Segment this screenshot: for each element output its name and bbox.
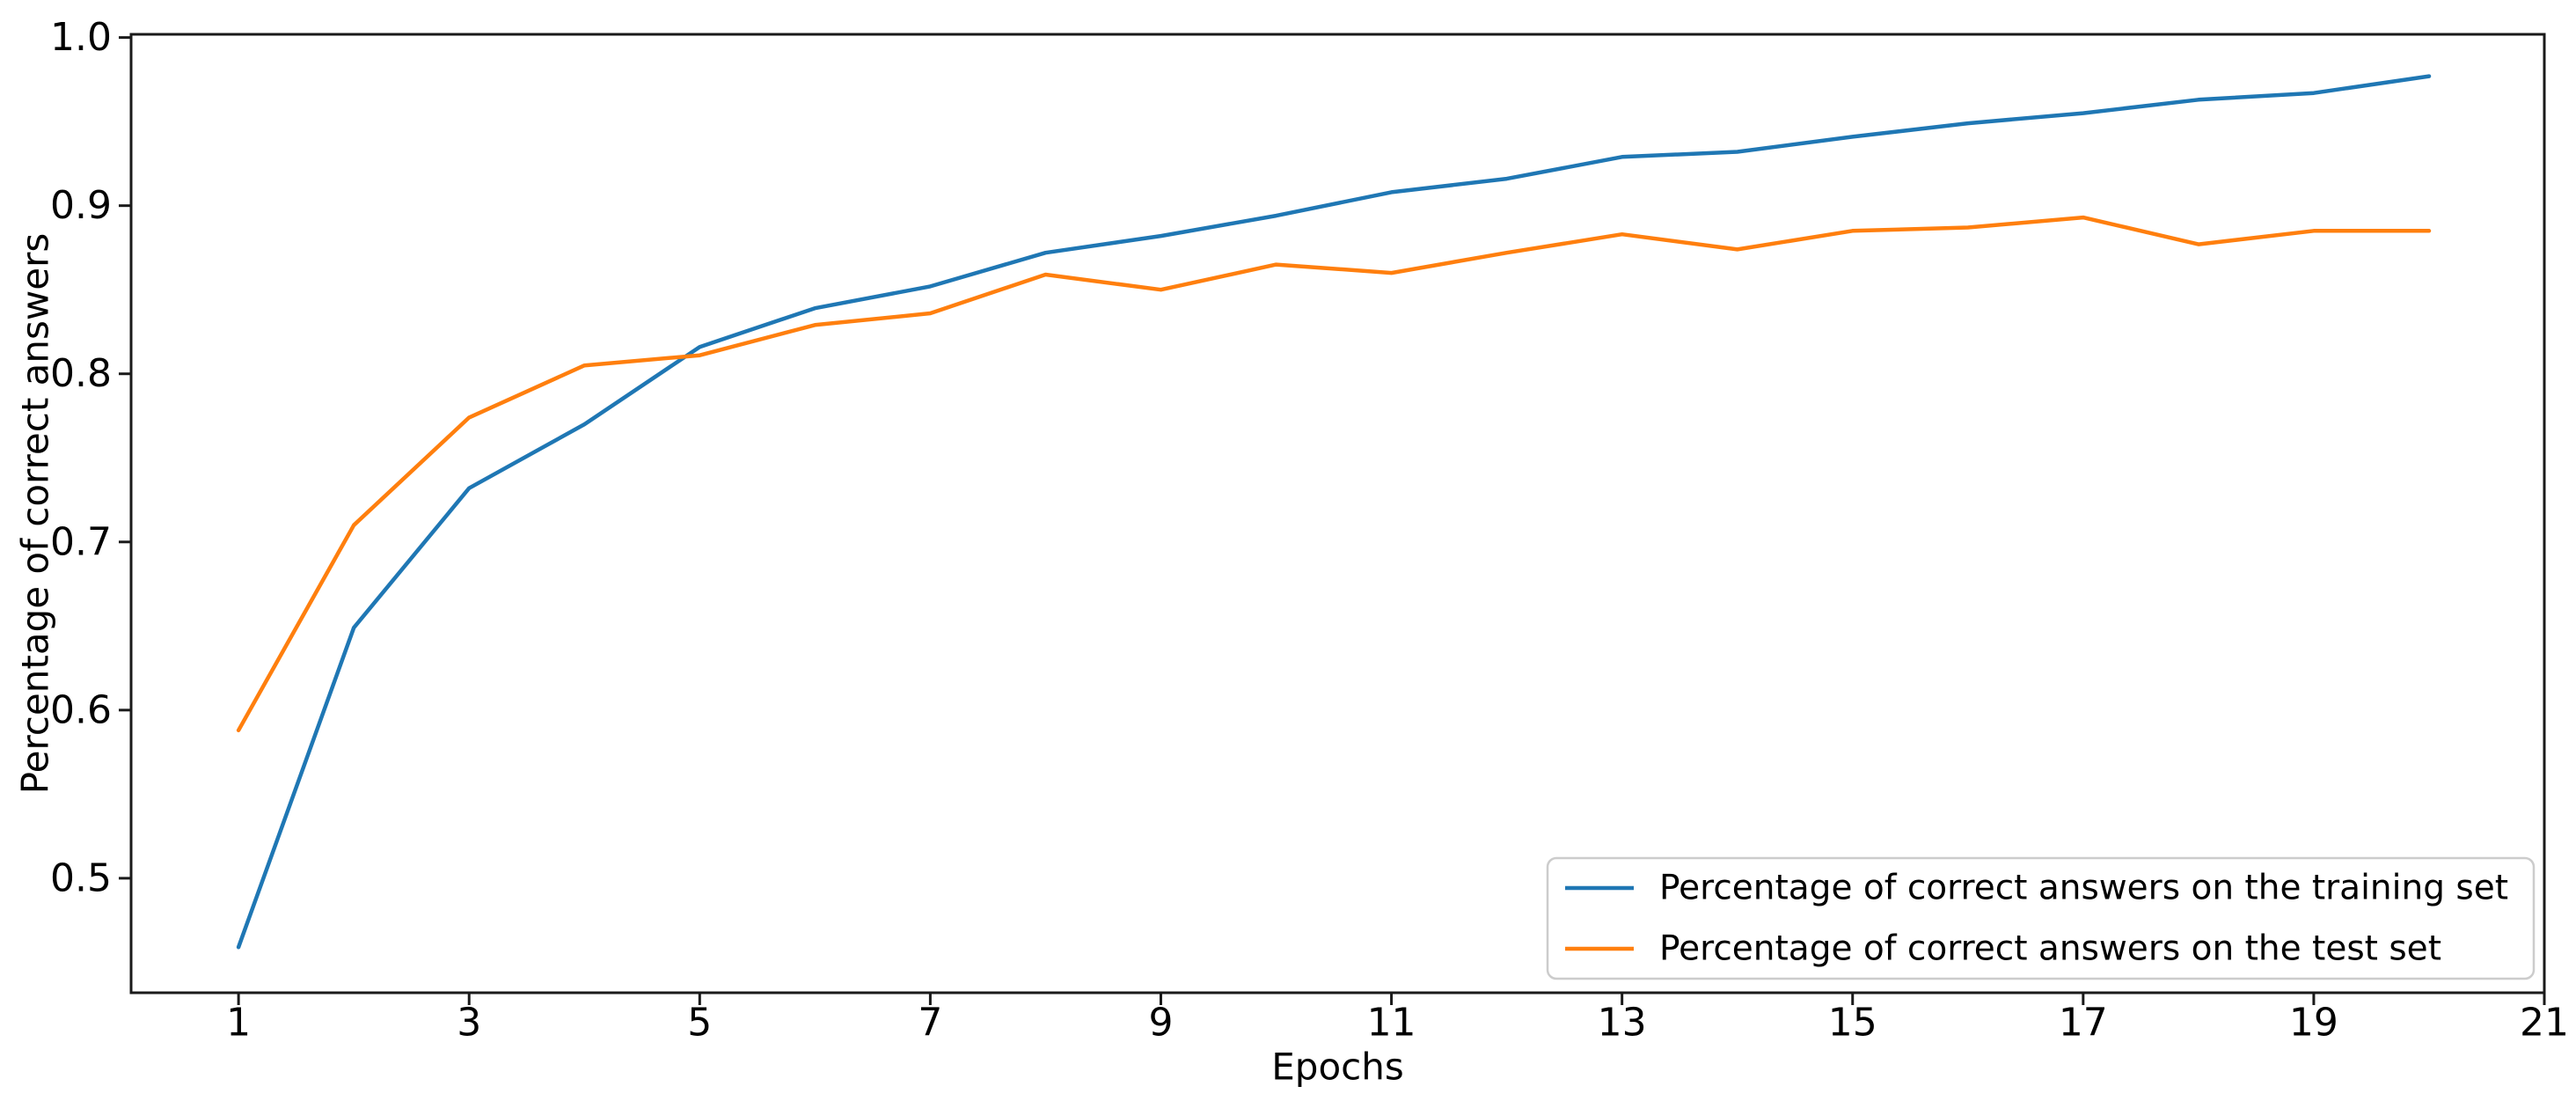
x-tick-label: 5 [687,1001,712,1046]
y-tick-label: 0.7 [50,519,112,564]
x-axis-title: Epochs [1271,1046,1404,1089]
y-tick-label: 0.5 [50,855,112,900]
axes-spines [129,33,2546,995]
x-tick-label: 7 [918,1001,942,1046]
y-tick-label: 0.6 [50,687,112,732]
x-axis: 1 3 5 7 9 11 13 15 17 19 21 [226,993,2569,1046]
x-tick-label: 13 [1598,1001,1647,1046]
training-set-line [236,74,2432,950]
y-tick-label: 0.9 [50,183,112,228]
y-axis-title: Percentage of correct answers [14,233,57,794]
test-set-line [236,215,2432,733]
legend-entry-label: Percentage of correct answers on the tra… [1659,869,2508,908]
x-tick-label: 21 [2520,1001,2569,1046]
x-tick-label: 17 [2059,1001,2108,1046]
legend: Percentage of correct answers on the tra… [1546,856,2536,980]
x-tick-label: 11 [1367,1001,1416,1046]
legend-entry-label: Percentage of correct answers on the tes… [1659,929,2441,969]
y-tick-label: 1.0 [50,15,112,60]
x-tick-label: 3 [457,1001,481,1046]
legend-box [1546,856,2536,980]
y-axis: 1.0 0.9 0.8 0.7 0.6 0.5 [50,15,131,900]
y-tick-label: 0.8 [50,351,112,396]
x-tick-label: 15 [1828,1001,1877,1046]
x-tick-label: 19 [2289,1001,2338,1046]
x-tick-label: 1 [226,1001,251,1046]
x-tick-label: 9 [1148,1001,1173,1046]
